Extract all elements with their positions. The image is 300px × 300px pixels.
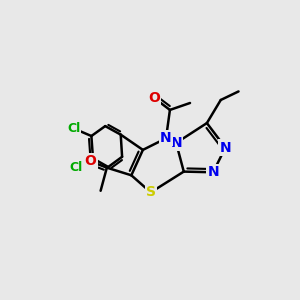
- Text: Cl: Cl: [67, 122, 80, 135]
- Text: N: N: [170, 136, 182, 150]
- Text: S: S: [146, 185, 156, 200]
- Text: Cl: Cl: [69, 161, 82, 174]
- Text: N: N: [207, 165, 219, 179]
- Text: N: N: [160, 131, 172, 145]
- Text: O: O: [85, 154, 97, 168]
- Text: N: N: [220, 141, 231, 154]
- Text: O: O: [148, 91, 160, 105]
